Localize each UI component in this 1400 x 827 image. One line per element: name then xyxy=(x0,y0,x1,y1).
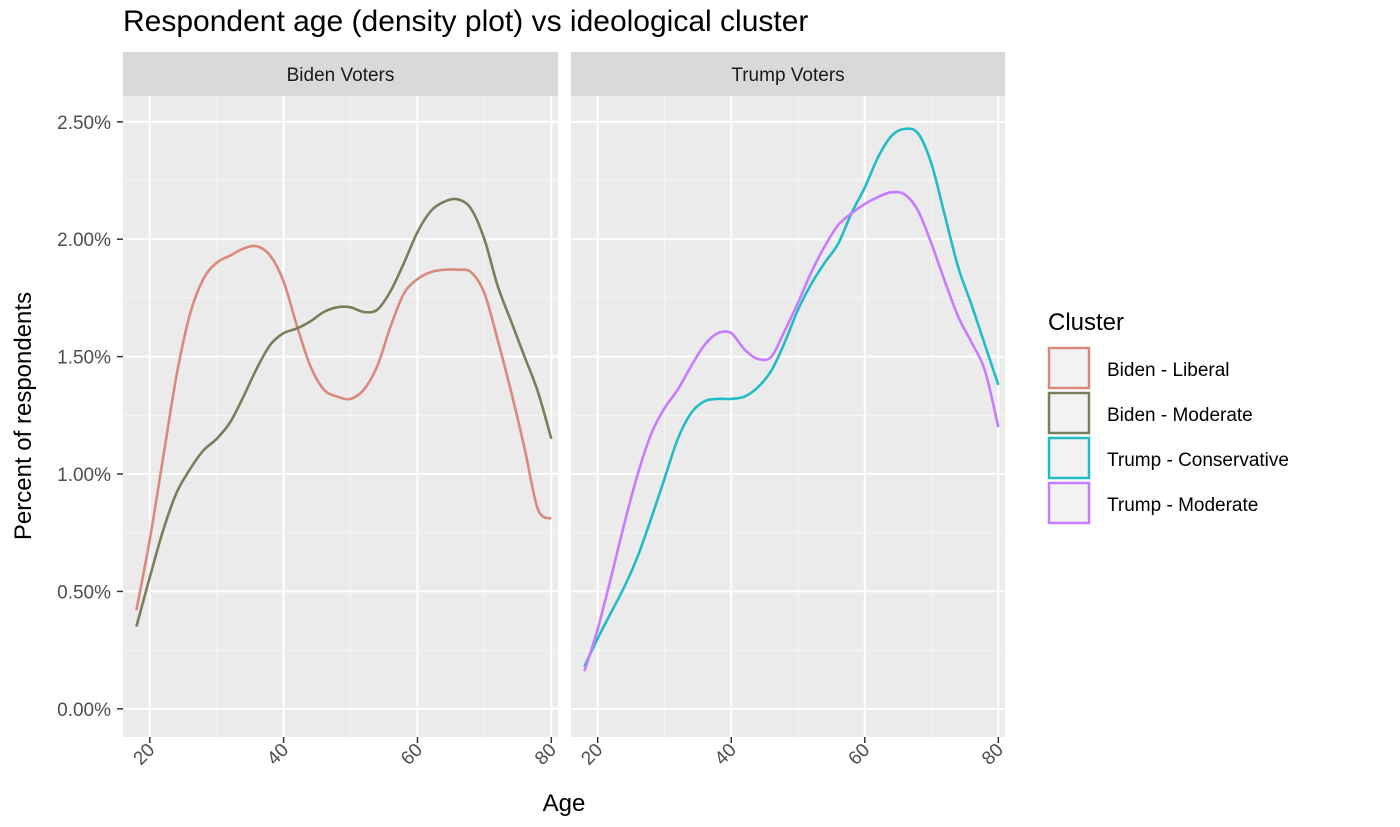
x-tick-label: 20 xyxy=(577,740,607,770)
legend-item: Biden - Moderate xyxy=(1047,391,1253,435)
y-tick-label: 0.50% xyxy=(57,582,111,603)
x-tick-label: 20 xyxy=(130,740,160,770)
x-tick-label: 60 xyxy=(845,740,875,770)
y-axis: 0.00% 0.50% 1.00% 1.50% 2.00% 2.50% xyxy=(57,113,123,721)
x-axes: 20 40 60 80 20 40 60 80 xyxy=(130,737,1008,769)
strip-label: Biden Voters xyxy=(287,65,395,86)
chart-title: Respondent age (density plot) vs ideolog… xyxy=(123,5,808,38)
x-tick-label: 80 xyxy=(531,740,561,770)
y-tick-label: 0.00% xyxy=(57,700,111,721)
facet-panel-2: Trump Voters xyxy=(571,52,1005,737)
legend-label: Trump - Conservative xyxy=(1107,450,1289,471)
x-axis-title: Age xyxy=(543,790,586,817)
y-tick-label: 2.00% xyxy=(57,230,111,251)
series-line-biden-moderate xyxy=(135,197,553,627)
strip-background xyxy=(571,52,1005,96)
legend-key xyxy=(1047,481,1091,525)
legend-label: Trump - Moderate xyxy=(1107,495,1258,516)
y-tick-label: 2.50% xyxy=(57,113,111,134)
x-tick-label: 80 xyxy=(978,740,1008,770)
legend-label: Biden - Liberal xyxy=(1107,360,1230,381)
series-line-biden-liberal xyxy=(135,244,553,611)
series-line-trump-conservative xyxy=(583,127,1000,668)
strip-background xyxy=(123,52,558,96)
y-tick-label: 1.00% xyxy=(57,465,111,486)
legend-title: Cluster xyxy=(1048,309,1124,336)
facet-panels: Biden Voters Trump Voters xyxy=(123,52,1005,737)
legend: Cluster Biden - Liberal Biden - Moderate T… xyxy=(1047,309,1289,525)
x-tick-label: 40 xyxy=(263,740,293,770)
legend-label: Biden - Moderate xyxy=(1107,405,1253,426)
y-tick-label: 1.50% xyxy=(57,348,111,369)
legend-key xyxy=(1047,391,1091,435)
x-tick-label: 60 xyxy=(397,740,427,770)
legend-items: Biden - Liberal Biden - Moderate Trump - C… xyxy=(1047,346,1289,525)
legend-item: Trump - Moderate xyxy=(1047,481,1258,525)
series-line-trump-moderate xyxy=(583,190,1000,672)
legend-item: Trump - Conservative xyxy=(1047,436,1289,480)
legend-key xyxy=(1047,436,1091,480)
facet-panel-1: Biden Voters xyxy=(123,52,558,737)
panel-background xyxy=(123,96,558,737)
strip-label: Trump Voters xyxy=(731,65,844,86)
y-axis-title: Percent of respondents xyxy=(10,292,37,540)
panel-background xyxy=(571,96,1005,737)
x-tick-label: 40 xyxy=(711,740,741,770)
legend-key xyxy=(1047,346,1091,390)
legend-item: Biden - Liberal xyxy=(1047,346,1230,390)
